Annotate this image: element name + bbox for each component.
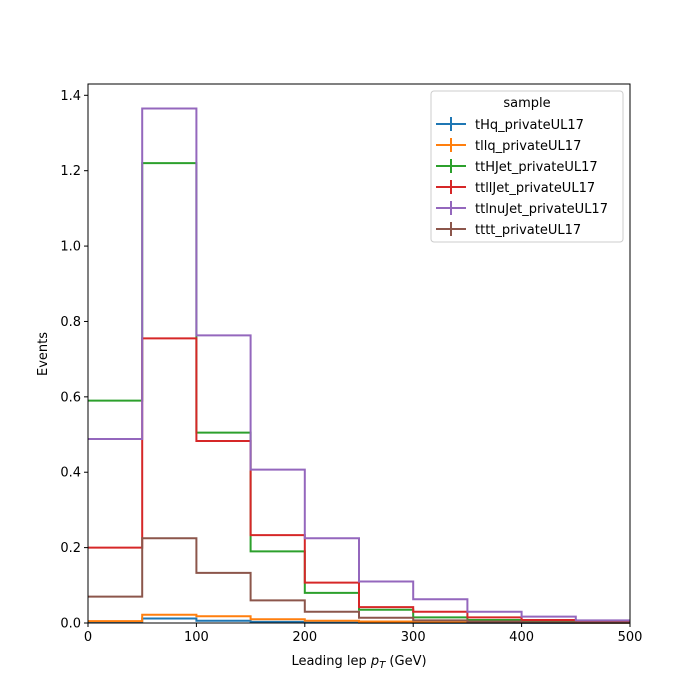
y-axis: 0.0 0.2 0.4 0.6 0.8 1.0 1.2 1.4 xyxy=(60,89,88,632)
x-tick-label: 400 xyxy=(509,630,534,645)
legend-box xyxy=(430,90,624,243)
y-tick-label: 0.6 xyxy=(60,390,81,405)
x-axis: 0 100 200 300 400 500 xyxy=(84,623,643,645)
series-line xyxy=(88,337,630,623)
legend-item: tttt_privateUL17 xyxy=(436,222,581,238)
y-tick-label: 0.8 xyxy=(60,315,81,330)
legend-label: tllq_privateUL17 xyxy=(475,139,581,154)
x-tick-label: 100 xyxy=(184,630,209,645)
y-axis-label: Events xyxy=(36,332,51,376)
legend-item: ttllJet_privateUL17 xyxy=(436,180,595,196)
legend-label: ttllJet_privateUL17 xyxy=(475,181,595,196)
x-tick-label: 300 xyxy=(401,630,426,645)
series-5 xyxy=(88,107,630,622)
x-tick-label: 0 xyxy=(84,630,92,645)
x-tick-label: 500 xyxy=(618,630,643,645)
legend-items: tHq_privateUL17 tllq_privateUL17 ttHJet_pr… xyxy=(436,117,608,238)
series-line xyxy=(88,537,630,624)
legend: sample tHq_privateUL17 tllq_privateUL17tt… xyxy=(430,90,624,243)
x-axis-label: Leading lep pT (GeV) xyxy=(291,654,426,671)
legend-item: ttHJet_privateUL17 xyxy=(436,159,598,175)
legend-item: tllq_privateUL17 xyxy=(436,138,581,154)
y-tick-label: 0.2 xyxy=(60,541,81,556)
legend-item: tHq_privateUL17 xyxy=(436,117,584,133)
y-tick-label: 0.0 xyxy=(60,617,81,632)
series-layer xyxy=(88,107,630,624)
y-tick-label: 1.4 xyxy=(60,89,81,104)
legend-title: sample xyxy=(503,96,550,111)
legend-label: ttlnuJet_privateUL17 xyxy=(475,202,608,217)
legend-label: ttHJet_privateUL17 xyxy=(475,160,598,175)
legend-item: ttlnuJet_privateUL17 xyxy=(436,201,608,217)
legend-label: tHq_privateUL17 xyxy=(475,118,584,133)
series-line xyxy=(88,107,630,622)
y-tick-label: 1.2 xyxy=(60,164,81,179)
y-tick-label: 1.0 xyxy=(60,240,81,255)
legend-label: tttt_privateUL17 xyxy=(475,223,581,238)
y-tick-label: 0.4 xyxy=(60,466,81,481)
x-tick-label: 200 xyxy=(292,630,317,645)
series-6 xyxy=(88,537,630,624)
plot-frame xyxy=(87,83,631,624)
series-4 xyxy=(88,337,630,623)
